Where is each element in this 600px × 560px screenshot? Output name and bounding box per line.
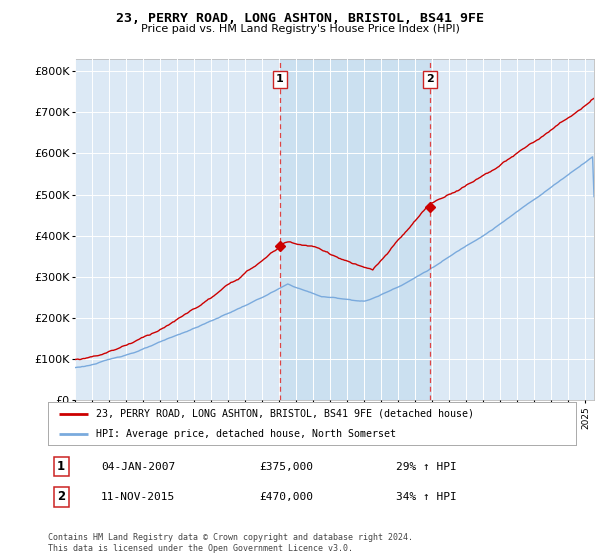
Text: 11-NOV-2015: 11-NOV-2015 — [101, 492, 175, 502]
Text: 1: 1 — [276, 74, 284, 85]
Text: 23, PERRY ROAD, LONG ASHTON, BRISTOL, BS41 9FE: 23, PERRY ROAD, LONG ASHTON, BRISTOL, BS… — [116, 12, 484, 25]
Text: 29% ↑ HPI: 29% ↑ HPI — [397, 461, 457, 472]
Text: Price paid vs. HM Land Registry's House Price Index (HPI): Price paid vs. HM Land Registry's House … — [140, 24, 460, 34]
Text: 23, PERRY ROAD, LONG ASHTON, BRISTOL, BS41 9FE (detached house): 23, PERRY ROAD, LONG ASHTON, BRISTOL, BS… — [95, 409, 473, 419]
Text: HPI: Average price, detached house, North Somerset: HPI: Average price, detached house, Nort… — [95, 428, 395, 438]
Text: 2: 2 — [426, 74, 434, 85]
Text: £470,000: £470,000 — [259, 492, 313, 502]
Text: 1: 1 — [57, 460, 65, 473]
Text: 34% ↑ HPI: 34% ↑ HPI — [397, 492, 457, 502]
Text: 04-JAN-2007: 04-JAN-2007 — [101, 461, 175, 472]
Text: Contains HM Land Registry data © Crown copyright and database right 2024.
This d: Contains HM Land Registry data © Crown c… — [48, 533, 413, 553]
Bar — [280, 59, 430, 400]
Text: £375,000: £375,000 — [259, 461, 313, 472]
Text: 2: 2 — [57, 490, 65, 503]
